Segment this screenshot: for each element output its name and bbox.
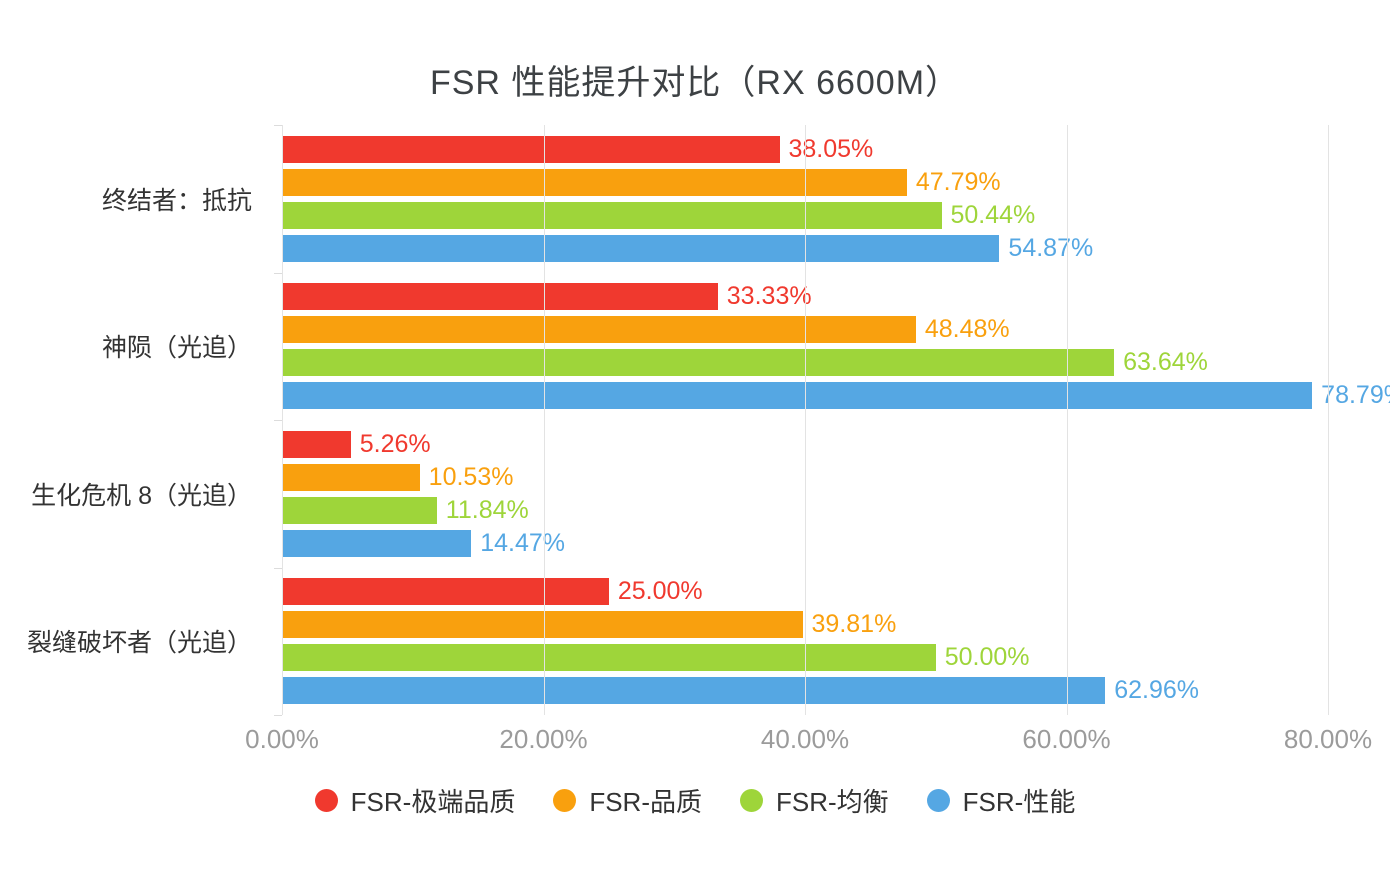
y-axis-tick bbox=[274, 125, 282, 126]
bar-group: 5.26% 10.53% 11.84% 14.47% bbox=[282, 420, 1328, 568]
legend-label: FSR-极端品质 bbox=[350, 787, 516, 817]
legend-label: FSR-品质 bbox=[589, 787, 702, 817]
legend-swatch bbox=[926, 789, 950, 812]
legend-swatch bbox=[553, 789, 577, 812]
bar bbox=[282, 644, 936, 672]
bar-value-label: 38.05% bbox=[788, 134, 874, 163]
bar-row: 11.84% bbox=[282, 495, 1328, 524]
gridline bbox=[805, 125, 806, 715]
bar-value-label: 10.53% bbox=[428, 462, 514, 491]
y-axis-tick bbox=[274, 272, 282, 274]
bar bbox=[282, 135, 780, 163]
bar bbox=[282, 201, 942, 229]
category-label: 生化危机 8（光追） bbox=[31, 481, 252, 510]
bar-value-label: 33.33% bbox=[726, 282, 812, 311]
bar-value-label: 48.48% bbox=[924, 315, 1010, 344]
legend-swatch bbox=[314, 789, 338, 812]
legend-item: FSR-性能 bbox=[926, 782, 1076, 819]
bar-row: 54.87% bbox=[282, 233, 1328, 262]
bar-value-label: 39.81% bbox=[811, 610, 897, 639]
bar bbox=[282, 382, 1313, 410]
bar bbox=[282, 611, 803, 639]
legend-label: FSR-均衡 bbox=[776, 787, 889, 817]
bar-row: 78.79% bbox=[282, 381, 1390, 410]
bar-row: 39.81% bbox=[282, 610, 1328, 639]
legend-swatch bbox=[740, 789, 763, 812]
bar-row: 62.96% bbox=[282, 676, 1328, 705]
bar-row: 48.48% bbox=[282, 315, 1328, 344]
legend-item: FSR-均衡 bbox=[740, 782, 889, 819]
x-axis-tick-label: 80.00% bbox=[1283, 724, 1373, 754]
bar-value-label: 14.47% bbox=[480, 528, 565, 557]
bar-row: 50.00% bbox=[282, 643, 1328, 672]
bar-value-label: 62.96% bbox=[1114, 676, 1199, 705]
bar bbox=[282, 496, 437, 524]
category-label: 神陨（光追） bbox=[101, 334, 252, 363]
legend: FSR-极端品质 FSR-品质 FSR-均衡 FSR-性能 bbox=[0, 782, 1390, 819]
bar bbox=[282, 463, 420, 491]
x-axis-tick-label: 0.00% bbox=[245, 724, 319, 754]
x-axis-tick-label: 60.00% bbox=[1022, 724, 1111, 754]
bar-row: 63.64% bbox=[282, 348, 1328, 377]
x-axis-tick-label: 40.00% bbox=[760, 724, 850, 754]
y-axis-tick bbox=[274, 420, 282, 421]
bar-value-label: 11.84% bbox=[445, 495, 529, 524]
gridline bbox=[1066, 125, 1068, 715]
bar-row: 50.44% bbox=[282, 200, 1328, 229]
bar-value-label: 50.44% bbox=[950, 200, 1036, 229]
gridline bbox=[543, 125, 545, 715]
legend-label: FSR-性能 bbox=[962, 787, 1076, 817]
legend-item: FSR-极端品质 bbox=[314, 782, 516, 819]
bar-value-label: 50.00% bbox=[944, 643, 1030, 672]
bar bbox=[282, 283, 718, 311]
bar-value-label: 78.79% bbox=[1321, 381, 1390, 410]
bar bbox=[282, 349, 1115, 377]
bar-value-label: 5.26% bbox=[359, 429, 431, 458]
bar-value-label: 54.87% bbox=[1008, 233, 1094, 262]
bar-row: 33.33% bbox=[282, 282, 1328, 311]
chart-title: FSR 性能提升对比（RX 6600M） bbox=[429, 64, 961, 102]
bar-group: 38.05% 47.79% 50.44% 54.87% bbox=[282, 125, 1328, 273]
bar-value-label: 47.79% bbox=[915, 167, 1001, 196]
bar-value-label: 63.64% bbox=[1123, 348, 1208, 377]
x-axis: 0.00% 20.00% 40.00% 60.00% 80.00% bbox=[245, 724, 1372, 758]
gridline bbox=[1328, 125, 1329, 715]
bar-row: 14.47% bbox=[282, 528, 1328, 557]
y-axis-tick bbox=[274, 567, 282, 569]
plot-area: 38.05% 47.79% 50.44% 54.87% 33.33% 48.48% 63.6… bbox=[274, 125, 1390, 716]
bar bbox=[282, 430, 351, 458]
category-label: 裂缝破坏者（光追） bbox=[26, 629, 252, 658]
bar-groups: 38.05% 47.79% 50.44% 54.87% 33.33% 48.48% 63.6… bbox=[282, 125, 1390, 716]
bar bbox=[282, 168, 907, 196]
bar-row: 38.05% bbox=[282, 134, 1328, 163]
bar bbox=[282, 578, 609, 606]
category-label: 终结者：抵抗 bbox=[101, 186, 252, 215]
bar-group: 33.33% 48.48% 63.64% 78.79% bbox=[282, 273, 1390, 421]
y-axis-tick bbox=[274, 715, 282, 716]
bar bbox=[282, 234, 1000, 262]
bar-group: 25.00% 39.81% 50.00% 62.96% bbox=[282, 568, 1328, 716]
x-axis-tick-label: 20.00% bbox=[499, 724, 588, 754]
legend-item: FSR-品质 bbox=[553, 782, 702, 819]
bar bbox=[282, 316, 916, 344]
bar-row: 47.79% bbox=[282, 167, 1328, 196]
bar bbox=[282, 677, 1106, 705]
bar bbox=[282, 529, 472, 557]
y-axis-category-labels: 终结者：抵抗 神陨（光追） 生化危机 8（光追） 裂缝破坏者（光追） bbox=[0, 125, 252, 715]
bar-row: 25.00% bbox=[282, 577, 1328, 606]
gridline bbox=[282, 125, 283, 715]
bar-row: 10.53% bbox=[282, 462, 1328, 491]
bar-row: 5.26% bbox=[282, 429, 1328, 458]
bar-value-label: 25.00% bbox=[617, 577, 703, 606]
